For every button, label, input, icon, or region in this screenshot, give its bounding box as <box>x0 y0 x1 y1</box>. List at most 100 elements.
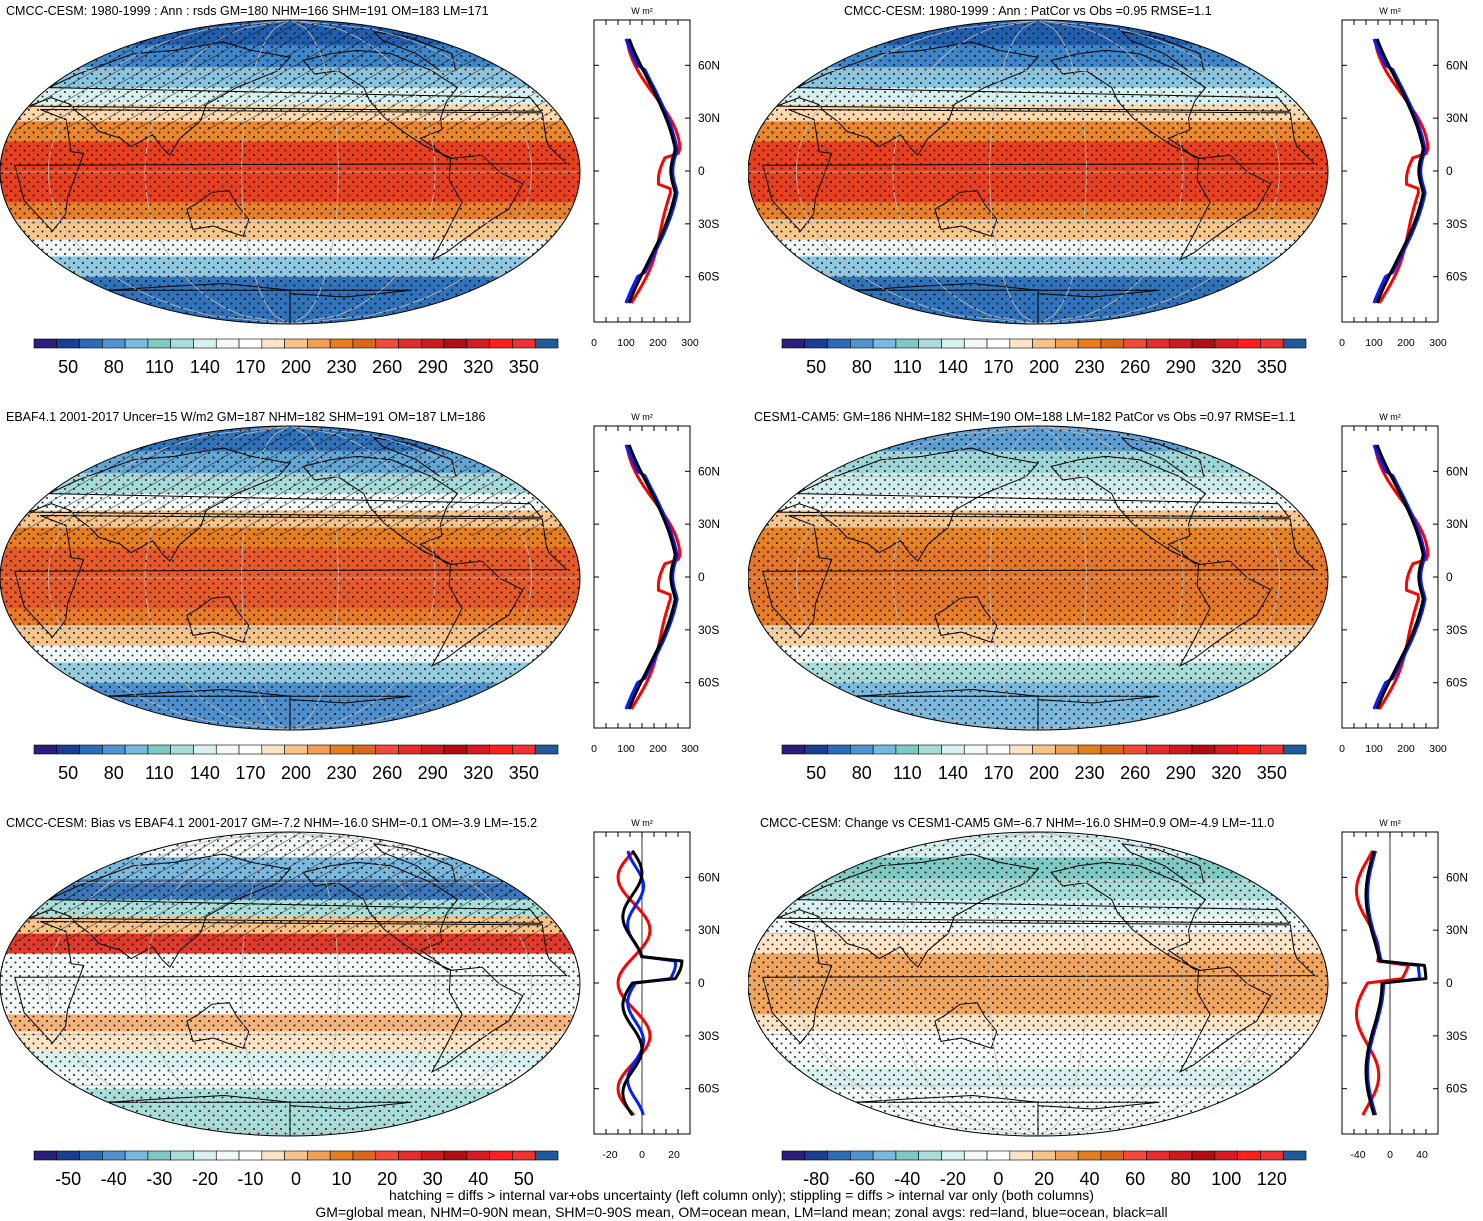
colorbar-tick-label: 110 <box>145 763 174 783</box>
colorbar-swatch <box>512 1150 536 1161</box>
profile-x-label: 300 <box>1429 743 1447 755</box>
colorbar-swatch <box>1009 1150 1033 1161</box>
panel-p5: CMCC-CESM: Bias vs EBAF4.1 2001-2017 GM=… <box>0 812 735 1212</box>
colorbar-swatch <box>421 338 445 349</box>
colorbar-swatch <box>534 1150 559 1161</box>
colorbar-swatch <box>443 744 468 755</box>
colorbar-swatch <box>1191 338 1216 349</box>
colorbar-swatch <box>1077 1150 1102 1161</box>
colorbar-swatch <box>193 338 217 349</box>
colorbar-tick-label: 120 <box>1257 1169 1287 1189</box>
profile-curve-all <box>1375 38 1425 304</box>
profile-curve-all <box>627 444 677 710</box>
colorbar-swatch <box>466 1150 490 1161</box>
profile-x-label: 20 <box>668 1149 680 1161</box>
profile-lat-label: 0 <box>1446 976 1453 990</box>
colorbar-tick-label: 260 <box>1120 763 1150 783</box>
colorbar-swatch <box>352 744 377 755</box>
hatching-overlay <box>0 832 580 942</box>
colorbar-swatch <box>1260 1150 1284 1161</box>
colorbar-tick-label: 0 <box>291 1169 301 1189</box>
profile-lat-label: 60N <box>1446 58 1468 72</box>
colorbar-swatch <box>421 744 445 755</box>
colorbar-tick-label: -40 <box>101 1169 127 1189</box>
colorbar-swatch <box>1009 744 1033 755</box>
colorbar-tick-label: 50 <box>58 763 78 783</box>
colorbar-swatch <box>941 338 965 349</box>
colorbar-swatch <box>986 338 1011 349</box>
colorbar-tick-label: 320 <box>1211 357 1241 377</box>
colorbar-swatch <box>79 1150 103 1161</box>
colorbar-swatch <box>1100 338 1125 349</box>
profile-lat-label: 30N <box>698 517 720 531</box>
panel-figure: 50 80 110 140 170 200 230 260 290 320 350 60N 30N 0 30… <box>748 412 1468 783</box>
colorbar-tick-label: 290 <box>418 763 448 783</box>
profile-x-label: 100 <box>617 743 635 755</box>
colorbar: 50 80 110 140 170 200 230 260 290 320 350 <box>33 744 559 783</box>
profile-x-label: 100 <box>1365 743 1383 755</box>
colorbar-swatch <box>918 1150 942 1161</box>
colorbar-tick-label: 260 <box>1120 357 1150 377</box>
profile-x-label: 40 <box>1416 1149 1428 1161</box>
colorbar-swatch <box>352 338 377 349</box>
panel-p2: CMCC-CESM: 1980-1999 : Ann : PatCor vs O… <box>748 0 1483 400</box>
colorbar-swatch <box>124 744 149 755</box>
profile-lat-label: 30N <box>1446 923 1468 937</box>
profile-x-label: 0 <box>1339 337 1345 349</box>
colorbar-swatch <box>307 338 331 349</box>
colorbar-tick-label: 320 <box>463 357 493 377</box>
colorbar-swatch <box>804 744 828 755</box>
colorbar-swatch <box>170 338 194 349</box>
colorbar-swatch <box>398 1150 422 1161</box>
colorbar-swatch <box>102 744 126 755</box>
colorbar-swatch <box>1191 1150 1216 1161</box>
colorbar-swatch <box>781 744 806 755</box>
profile-unit-label: W m² <box>631 6 653 16</box>
colorbar-tick-label: 30 <box>423 1169 443 1189</box>
colorbar-tick-label: 170 <box>235 357 265 377</box>
colorbar-tick-label: -20 <box>192 1169 218 1189</box>
colorbar-tick-label: 40 <box>468 1169 488 1189</box>
colorbar-swatch <box>1214 1150 1238 1161</box>
colorbar: 50 80 110 140 170 200 230 260 290 320 350 <box>781 744 1307 783</box>
colorbar-swatch <box>1282 338 1307 349</box>
zonal-profile: 60N 30N 0 30S 60S -40 0 40 W m² <box>1341 818 1468 1161</box>
colorbar-tick-label: 290 <box>1166 357 1196 377</box>
profile-x-label: 200 <box>1397 743 1415 755</box>
colorbar-swatch <box>1146 744 1170 755</box>
colorbar-swatch <box>804 1150 828 1161</box>
colorbar-swatch <box>1282 1150 1307 1161</box>
colorbar-tick-label: -40 <box>894 1169 920 1189</box>
profile-curve-land <box>625 444 682 710</box>
colorbar-swatch <box>1237 338 1261 349</box>
colorbar-tick-label: 170 <box>983 357 1013 377</box>
colorbar-swatch <box>918 338 942 349</box>
colorbar-swatch <box>1123 338 1147 349</box>
panel-figure: 50 80 110 140 170 200 230 260 290 320 350 60N 30N 0 30… <box>0 412 720 783</box>
profile-x-label: 100 <box>617 337 635 349</box>
profile-lat-label: 60S <box>698 676 719 690</box>
colorbar-swatch <box>1077 338 1102 349</box>
profile-unit-label: W m² <box>1379 818 1401 828</box>
colorbar-tick-label: 60 <box>1125 1169 1145 1189</box>
colorbar-swatch <box>1237 744 1261 755</box>
colorbar-swatch <box>147 1150 171 1161</box>
profile-x-label: 100 <box>1365 337 1383 349</box>
world-map <box>0 832 580 1136</box>
panel-figure: 50 80 110 140 170 200 230 260 290 320 350 60N 30N 0 30… <box>748 6 1468 377</box>
colorbar-tick-label: 200 <box>281 763 311 783</box>
colorbar-swatch <box>1260 744 1284 755</box>
colorbar-swatch <box>986 744 1011 755</box>
profile-x-label: -40 <box>1350 1149 1365 1161</box>
panel-p4: CESM1-CAM5: GM=186 NHM=182 SHM=190 OM=18… <box>748 406 1483 806</box>
zonal-profile: 60N 30N 0 30S 60S 0 100 200 300 W m² <box>1339 412 1468 755</box>
colorbar-tick-label: 50 <box>806 357 826 377</box>
colorbar-tick-label: 230 <box>1075 357 1105 377</box>
colorbar-swatch <box>512 744 536 755</box>
colorbar-tick-label: 260 <box>372 763 402 783</box>
colorbar-swatch <box>850 744 874 755</box>
colorbar-tick-label: 320 <box>1211 763 1241 783</box>
panel-figure: -50 -40 -30 -20 -10 0 10 20 30 40 50 60N 30N 0 30S 60S -… <box>0 818 720 1189</box>
colorbar-swatch <box>124 338 149 349</box>
panel-title: CMCC-CESM: 1980-1999 : Ann : rsds GM=180… <box>6 4 489 18</box>
